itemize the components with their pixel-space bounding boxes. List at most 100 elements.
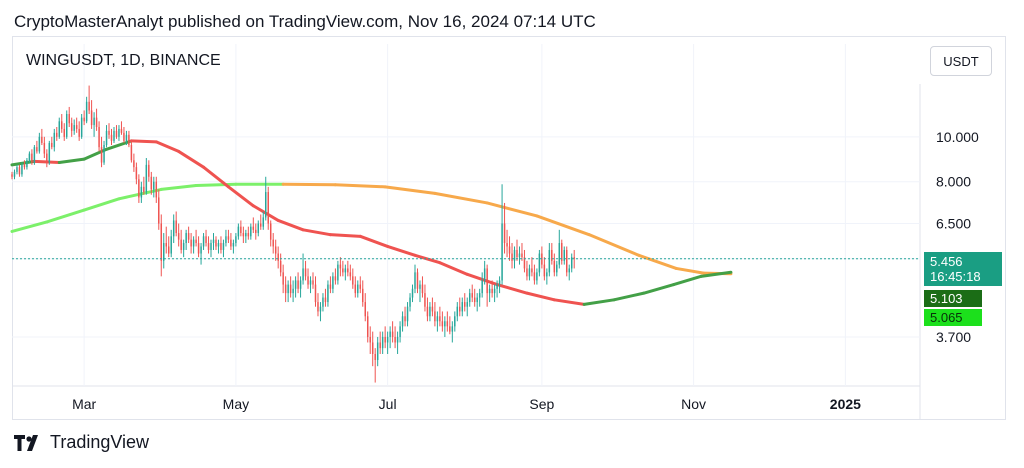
candle-body xyxy=(217,243,220,247)
ma-segment xyxy=(637,253,678,270)
candle-body xyxy=(379,342,381,349)
price-axis[interactable]: 10.000 8.000 6.500 3.700 xyxy=(936,129,979,345)
candle-body xyxy=(61,121,63,129)
candle-body xyxy=(498,280,501,285)
ma-segment xyxy=(276,218,305,232)
ma-segment xyxy=(226,185,255,208)
ma-segment xyxy=(413,253,442,265)
candle-body xyxy=(215,239,217,247)
candle-body xyxy=(570,257,573,269)
candle-body xyxy=(329,284,332,289)
candle-body xyxy=(158,197,160,224)
candle-body xyxy=(322,297,324,307)
candle-body xyxy=(394,336,396,343)
candle-body xyxy=(125,134,128,141)
candle-body xyxy=(396,336,399,343)
ma-segment xyxy=(82,147,109,161)
candle-body xyxy=(518,253,521,258)
candle-body xyxy=(381,336,384,349)
currency-button[interactable]: USDT xyxy=(930,46,992,76)
ma-segment xyxy=(386,244,417,257)
candle-body xyxy=(237,226,240,237)
x-tick-label: Jul xyxy=(379,396,397,412)
ma-segment xyxy=(202,165,230,189)
candle-body xyxy=(262,217,265,227)
candle-body xyxy=(478,293,481,298)
candle-body xyxy=(113,130,115,141)
candle-body xyxy=(416,272,419,289)
candle-body xyxy=(16,167,18,172)
candle-body xyxy=(247,233,250,237)
candle-body xyxy=(419,284,421,289)
candle-body xyxy=(406,306,409,322)
candle-body xyxy=(182,243,185,250)
ma-segment xyxy=(612,291,646,302)
time-axis[interactable]: Mar May Jul Sep Nov 2025 xyxy=(72,396,861,412)
candle-body xyxy=(200,246,202,254)
ma-segment xyxy=(552,298,586,306)
candle-body xyxy=(257,223,260,234)
candle-body xyxy=(222,243,225,250)
candle-body xyxy=(180,239,182,250)
candle-body xyxy=(389,331,391,337)
candle-body xyxy=(133,160,135,168)
candle-body xyxy=(41,136,43,143)
candle-body xyxy=(386,336,389,343)
candle-body xyxy=(289,284,292,294)
candle-body xyxy=(110,134,113,141)
ma-segment xyxy=(10,159,36,167)
candle-body xyxy=(90,110,93,126)
candle-body xyxy=(108,130,110,135)
candle-body xyxy=(36,147,38,152)
candle-body xyxy=(314,284,317,303)
candle-body xyxy=(488,288,491,294)
candle-body xyxy=(374,353,376,360)
ma-fast-tag: 5.103 xyxy=(924,290,982,307)
candle-body xyxy=(404,316,406,322)
candle-body xyxy=(339,264,342,269)
chart-pane[interactable] xyxy=(12,36,1006,420)
candle-body xyxy=(349,272,352,277)
candle-body xyxy=(446,321,449,327)
candle-body xyxy=(269,223,272,240)
candle-body xyxy=(98,126,100,148)
candle-body xyxy=(160,223,163,261)
candle-body xyxy=(53,132,56,148)
candle-body xyxy=(58,121,61,137)
candle-body xyxy=(26,160,28,168)
candle-body xyxy=(319,306,322,312)
candle-body xyxy=(364,302,366,317)
candle-body xyxy=(105,130,108,146)
candle-body xyxy=(533,272,536,281)
candle-body xyxy=(80,117,83,137)
candle-body xyxy=(401,316,404,327)
x-tick-label: 2025 xyxy=(830,396,861,412)
candle-body xyxy=(138,179,140,198)
y-tick-label: 10.000 xyxy=(936,129,979,145)
candle-body xyxy=(332,276,334,289)
ma-segment xyxy=(117,187,163,201)
candle-body xyxy=(78,128,80,137)
candle-body xyxy=(260,223,262,227)
candle-body xyxy=(68,114,70,124)
candle-body xyxy=(230,239,232,247)
candle-body xyxy=(334,276,337,281)
last-price-tag: 5.456 16:45:18 xyxy=(924,252,1002,286)
candle-body xyxy=(190,239,192,247)
candle-body xyxy=(357,284,359,294)
candle-body xyxy=(466,302,468,307)
candle-body xyxy=(352,276,354,285)
grid xyxy=(12,44,920,386)
candle-body xyxy=(337,264,339,281)
bar-countdown: 16:45:18 xyxy=(930,269,981,284)
candle-body xyxy=(120,128,123,133)
candle-body xyxy=(85,101,88,122)
candle-body xyxy=(88,101,90,111)
ma-slow-line xyxy=(10,182,733,276)
candle-body xyxy=(409,297,411,307)
symbol-title[interactable]: WINGUSDT, 1D, BINANCE xyxy=(26,52,221,69)
candle-body xyxy=(561,243,563,261)
candle-body xyxy=(496,284,498,289)
candle-body xyxy=(439,316,441,322)
